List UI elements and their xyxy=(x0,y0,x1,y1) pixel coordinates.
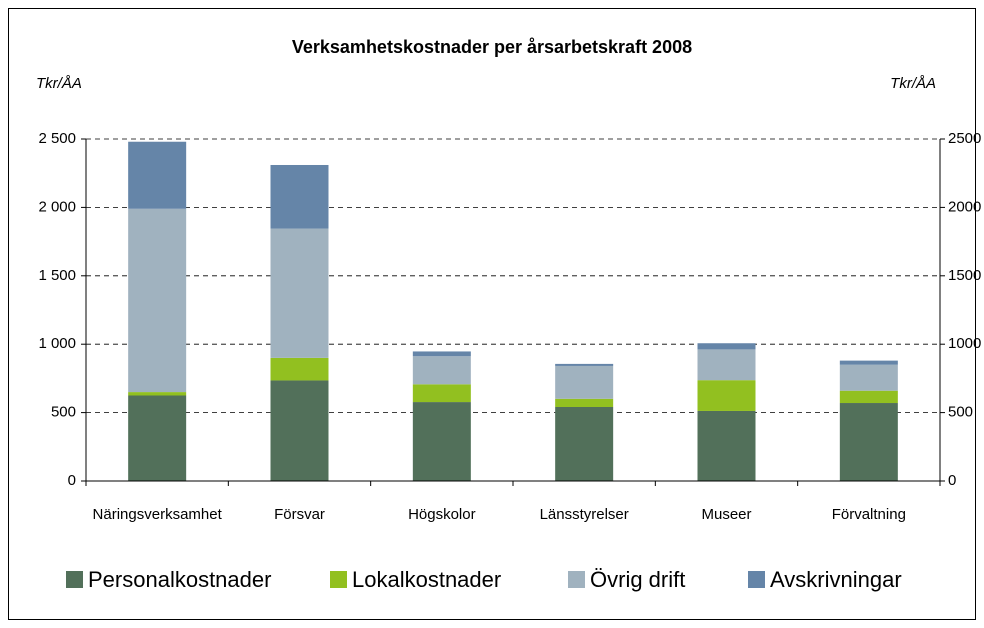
y-axis-label: Tkr/ÅA xyxy=(36,75,82,92)
y-tick-label: 0 xyxy=(68,472,76,489)
legend-swatch xyxy=(330,571,347,588)
bar-segment xyxy=(839,403,898,481)
x-tick-label: Högskolor xyxy=(408,506,476,523)
chart-title: Verksamhetskostnader per årsarbetskraft … xyxy=(292,37,692,57)
y-tick-label: 2 500 xyxy=(38,130,76,147)
x-tick-label: Näringsverksamhet xyxy=(93,506,223,523)
x-tick-label: Förvaltning xyxy=(832,506,906,523)
bar-segment xyxy=(270,380,329,481)
x-tick-label: Försvar xyxy=(274,506,325,523)
bar-segment xyxy=(555,363,614,366)
legend-label: Personalkostnader xyxy=(88,567,271,592)
bar-segment xyxy=(697,343,756,350)
bar-segment xyxy=(412,356,471,385)
y2-axis-label: Tkr/ÅA xyxy=(890,75,936,92)
y2-tick-label: 2000 xyxy=(948,198,981,215)
x-tick-label: Länsstyrelser xyxy=(540,506,629,523)
legend-swatch xyxy=(66,571,83,588)
y2-tick-label: 1500 xyxy=(948,267,981,284)
bar-segment xyxy=(555,398,614,407)
y2-tick-label: 2500 xyxy=(948,130,981,147)
bar-segment xyxy=(270,164,329,229)
bar-segment xyxy=(412,402,471,481)
bar-segment xyxy=(697,380,756,411)
bar-segment xyxy=(839,364,898,391)
bar-segment xyxy=(412,384,471,403)
y2-tick-label: 0 xyxy=(948,472,956,489)
bar-segment xyxy=(128,392,187,396)
bar-segment xyxy=(128,395,187,481)
bar-segment xyxy=(555,365,614,399)
y-tick-label: 500 xyxy=(51,404,76,421)
y-tick-label: 1 000 xyxy=(38,335,76,352)
legend-label: Övrig drift xyxy=(590,567,685,592)
legend-swatch xyxy=(568,571,585,588)
bar-segment xyxy=(128,141,187,209)
bar-segment xyxy=(555,406,614,481)
legend-label: Avskrivningar xyxy=(770,567,902,592)
y2-tick-label: 1000 xyxy=(948,335,981,352)
bar-segment xyxy=(270,357,329,381)
y-tick-label: 1 500 xyxy=(38,267,76,284)
legend-swatch xyxy=(748,571,765,588)
bar-segment xyxy=(839,360,898,365)
bar-segment xyxy=(270,228,329,358)
y-tick-label: 2 000 xyxy=(38,198,76,215)
bar-segment xyxy=(128,208,187,393)
bar-segment xyxy=(697,410,756,481)
bar-segment xyxy=(412,351,471,357)
legend-label: Lokalkostnader xyxy=(352,567,501,592)
bar-segment xyxy=(697,349,756,381)
y2-tick-label: 500 xyxy=(948,404,973,421)
x-tick-label: Museer xyxy=(701,506,751,523)
bar-segment xyxy=(839,390,898,404)
